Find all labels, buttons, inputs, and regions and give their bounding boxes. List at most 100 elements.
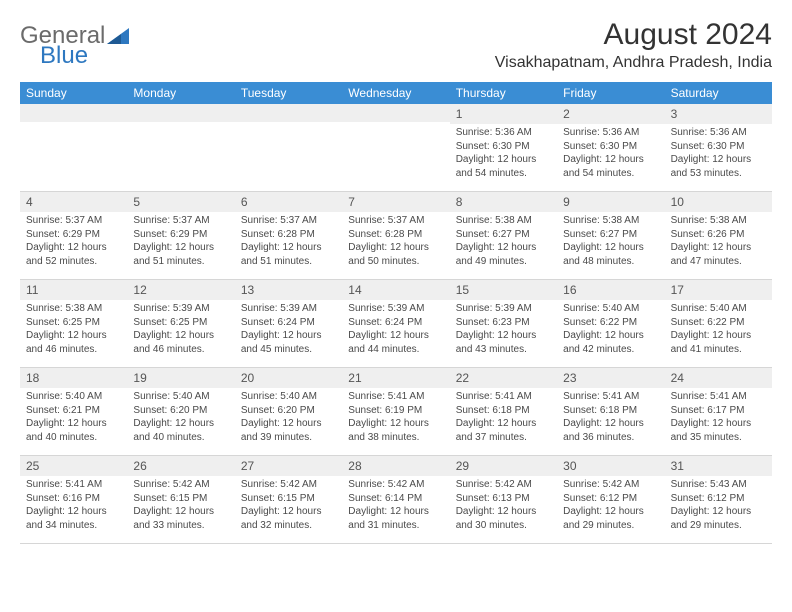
weekday-header: Monday xyxy=(127,82,234,104)
daylight-text: Daylight: 12 hours and 33 minutes. xyxy=(133,505,228,532)
sunrise-text: Sunrise: 5:39 AM xyxy=(456,302,551,316)
daylight-text: Daylight: 12 hours and 40 minutes. xyxy=(26,417,121,444)
day-cell: 25Sunrise: 5:41 AMSunset: 6:16 PMDayligh… xyxy=(20,456,127,544)
day-number: 13 xyxy=(235,280,342,300)
empty-cell xyxy=(127,104,234,192)
day-body: Sunrise: 5:39 AMSunset: 6:25 PMDaylight:… xyxy=(127,300,234,360)
day-cell: 20Sunrise: 5:40 AMSunset: 6:20 PMDayligh… xyxy=(235,368,342,456)
day-cell: 27Sunrise: 5:42 AMSunset: 6:15 PMDayligh… xyxy=(235,456,342,544)
day-body: Sunrise: 5:36 AMSunset: 6:30 PMDaylight:… xyxy=(557,124,664,184)
day-number: 30 xyxy=(557,456,664,476)
day-body: Sunrise: 5:41 AMSunset: 6:19 PMDaylight:… xyxy=(342,388,449,448)
sunrise-text: Sunrise: 5:43 AM xyxy=(671,478,766,492)
sunset-text: Sunset: 6:14 PM xyxy=(348,492,443,506)
day-body: Sunrise: 5:38 AMSunset: 6:27 PMDaylight:… xyxy=(450,212,557,272)
day-number: 15 xyxy=(450,280,557,300)
day-body: Sunrise: 5:41 AMSunset: 6:16 PMDaylight:… xyxy=(20,476,127,536)
daylight-text: Daylight: 12 hours and 43 minutes. xyxy=(456,329,551,356)
day-cell: 2Sunrise: 5:36 AMSunset: 6:30 PMDaylight… xyxy=(557,104,664,192)
day-cell: 15 Sunrise: 5:39 AMSunset: 6:23 PMDayligh… xyxy=(450,280,557,368)
sunset-text: Sunset: 6:29 PM xyxy=(133,228,228,242)
day-number: 5 xyxy=(127,192,234,212)
sunset-text: Sunset: 6:18 PM xyxy=(456,404,551,418)
logo-text-blue: Blue xyxy=(40,42,88,70)
sunset-text: Sunset: 6:15 PM xyxy=(133,492,228,506)
daylight-text: Daylight: 12 hours and 29 minutes. xyxy=(671,505,766,532)
day-body: Sunrise: 5:36 AMSunset: 6:30 PMDaylight:… xyxy=(450,124,557,184)
sunrise-text: Sunrise: 5:40 AM xyxy=(26,390,121,404)
sunrise-text: Sunrise: 5:41 AM xyxy=(456,390,551,404)
day-body: Sunrise: 5:37 AMSunset: 6:28 PMDaylight:… xyxy=(342,212,449,272)
day-number: 31 xyxy=(665,456,772,476)
day-cell: 5Sunrise: 5:37 AMSunset: 6:29 PMDaylight… xyxy=(127,192,234,280)
day-number: 19 xyxy=(127,368,234,388)
sunset-text: Sunset: 6:15 PM xyxy=(241,492,336,506)
month-title: August 2024 xyxy=(495,18,772,52)
day-body: Sunrise: 5:39 AMSunset: 6:24 PMDaylight:… xyxy=(235,300,342,360)
day-cell: 18 Sunrise: 5:40 AMSunset: 6:21 PMDayligh… xyxy=(20,368,127,456)
day-cell: 24Sunrise: 5:41 AMSunset: 6:17 PMDayligh… xyxy=(665,368,772,456)
daylight-text: Daylight: 12 hours and 38 minutes. xyxy=(348,417,443,444)
sunset-text: Sunset: 6:27 PM xyxy=(456,228,551,242)
daylight-text: Daylight: 12 hours and 44 minutes. xyxy=(348,329,443,356)
sunrise-text: Sunrise: 5:38 AM xyxy=(456,214,551,228)
sunrise-text: Sunrise: 5:36 AM xyxy=(563,126,658,140)
sunset-text: Sunset: 6:21 PM xyxy=(26,404,121,418)
sunset-text: Sunset: 6:18 PM xyxy=(563,404,658,418)
sunrise-text: Sunrise: 5:38 AM xyxy=(26,302,121,316)
sunrise-text: Sunrise: 5:37 AM xyxy=(133,214,228,228)
day-number: 16 xyxy=(557,280,664,300)
day-body: Sunrise: 5:39 AMSunset: 6:24 PMDaylight:… xyxy=(342,300,449,360)
sunset-text: Sunset: 6:23 PM xyxy=(456,316,551,330)
day-cell: 4Sunrise: 5:37 AMSunset: 6:29 PMDaylight… xyxy=(20,192,127,280)
day-cell: 12Sunrise: 5:39 AMSunset: 6:25 PMDayligh… xyxy=(127,280,234,368)
sunset-text: Sunset: 6:20 PM xyxy=(133,404,228,418)
day-number: 8 xyxy=(450,192,557,212)
day-body: Sunrise: 5:42 AMSunset: 6:15 PMDaylight:… xyxy=(127,476,234,536)
sunset-text: Sunset: 6:28 PM xyxy=(241,228,336,242)
sunrise-text: Sunrise: 5:36 AM xyxy=(456,126,551,140)
weekday-header-row: Sunday Monday Tuesday Wednesday Thursday… xyxy=(20,82,772,104)
day-number: 22 xyxy=(450,368,557,388)
daylight-text: Daylight: 12 hours and 29 minutes. xyxy=(563,505,658,532)
daylight-text: Daylight: 12 hours and 50 minutes. xyxy=(348,241,443,268)
day-cell: 14Sunrise: 5:39 AMSunset: 6:24 PMDayligh… xyxy=(342,280,449,368)
day-cell: 6Sunrise: 5:37 AMSunset: 6:28 PMDaylight… xyxy=(235,192,342,280)
daylight-text: Daylight: 12 hours and 49 minutes. xyxy=(456,241,551,268)
daylight-text: Daylight: 12 hours and 46 minutes. xyxy=(133,329,228,356)
sunrise-text: Sunrise: 5:40 AM xyxy=(133,390,228,404)
day-cell: 13Sunrise: 5:39 AMSunset: 6:24 PMDayligh… xyxy=(235,280,342,368)
day-body: Sunrise: 5:38 AMSunset: 6:27 PMDaylight:… xyxy=(557,212,664,272)
day-cell: 31 Sunrise: 5:43 AMSunset: 6:12 PMDayligh… xyxy=(665,456,772,544)
sunset-text: Sunset: 6:26 PM xyxy=(671,228,766,242)
daylight-text: Daylight: 12 hours and 47 minutes. xyxy=(671,241,766,268)
sunset-text: Sunset: 6:27 PM xyxy=(563,228,658,242)
daylight-text: Daylight: 12 hours and 52 minutes. xyxy=(26,241,121,268)
sunset-text: Sunset: 6:25 PM xyxy=(26,316,121,330)
daylight-text: Daylight: 12 hours and 46 minutes. xyxy=(26,329,121,356)
day-number: 21 xyxy=(342,368,449,388)
day-number: 18 xyxy=(20,368,127,388)
sunset-text: Sunset: 6:12 PM xyxy=(671,492,766,506)
weekday-header: Thursday xyxy=(450,82,557,104)
day-body: Sunrise: 5:41 AMSunset: 6:18 PMDaylight:… xyxy=(557,388,664,448)
daylight-text: Daylight: 12 hours and 32 minutes. xyxy=(241,505,336,532)
day-number: 2 xyxy=(557,104,664,124)
sunset-text: Sunset: 6:12 PM xyxy=(563,492,658,506)
day-cell: 22Sunrise: 5:41 AMSunset: 6:18 PMDayligh… xyxy=(450,368,557,456)
sunrise-text: Sunrise: 5:38 AM xyxy=(563,214,658,228)
daylight-text: Daylight: 12 hours and 53 minutes. xyxy=(671,153,766,180)
sunset-text: Sunset: 6:24 PM xyxy=(241,316,336,330)
sunrise-text: Sunrise: 5:42 AM xyxy=(456,478,551,492)
daylight-text: Daylight: 12 hours and 54 minutes. xyxy=(456,153,551,180)
daylight-text: Daylight: 12 hours and 34 minutes. xyxy=(26,505,121,532)
day-number: 26 xyxy=(127,456,234,476)
day-body: Sunrise: 5:37 AMSunset: 6:29 PMDaylight:… xyxy=(127,212,234,272)
daylight-text: Daylight: 12 hours and 51 minutes. xyxy=(241,241,336,268)
day-body: Sunrise: 5:40 AMSunset: 6:22 PMDaylight:… xyxy=(557,300,664,360)
sunset-text: Sunset: 6:29 PM xyxy=(26,228,121,242)
day-cell: 19Sunrise: 5:40 AMSunset: 6:20 PMDayligh… xyxy=(127,368,234,456)
sunrise-text: Sunrise: 5:40 AM xyxy=(563,302,658,316)
sunrise-text: Sunrise: 5:39 AM xyxy=(348,302,443,316)
day-body: Sunrise: 5:42 AMSunset: 6:15 PMDaylight:… xyxy=(235,476,342,536)
